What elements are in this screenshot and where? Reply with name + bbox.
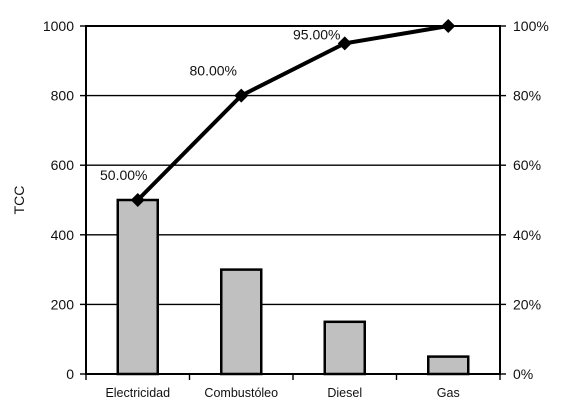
- y2-tick-label: 60%: [513, 157, 541, 173]
- data-label: 95.00%: [293, 26, 340, 42]
- data-label: 80.00%: [190, 63, 237, 79]
- bar: [116, 198, 159, 376]
- y2-tick-label: 20%: [513, 296, 541, 312]
- data-labels: 50.00% 80.00% 95.00%: [100, 26, 340, 183]
- bar: [323, 320, 366, 376]
- cumulative-line: [130, 19, 456, 207]
- x-tick-label: Gas: [437, 386, 460, 400]
- bar: [427, 355, 470, 376]
- y-axis-label: TCC: [11, 186, 27, 215]
- line-marker: [441, 19, 456, 33]
- cumulative-line-path: [136, 24, 449, 202]
- x-tick-label: Combustóleo: [204, 386, 278, 400]
- y-tick-label: 0: [66, 366, 74, 382]
- y-tick-label: 800: [51, 88, 75, 104]
- data-label: 50.00%: [100, 167, 147, 183]
- y2-tick-label: 40%: [513, 227, 541, 243]
- y2-tick-label: 0%: [513, 366, 533, 382]
- bars: [116, 198, 470, 376]
- y2-tick-label: 80%: [513, 88, 541, 104]
- y-axis-ticks: 0 200 400 600 800 1000: [43, 18, 86, 382]
- line-marker: [337, 36, 352, 51]
- y-tick-label: 200: [51, 296, 75, 312]
- x-tick-label: Electricidad: [105, 386, 170, 400]
- line-marker: [130, 193, 145, 207]
- y-tick-label: 600: [51, 157, 75, 173]
- x-tick-label: Diesel: [327, 386, 362, 400]
- y2-tick-label: 100%: [513, 18, 549, 34]
- bar: [220, 268, 263, 376]
- y-tick-label: 1000: [43, 18, 74, 34]
- x-axis-ticks: Electricidad Combustóleo Diesel Gas: [85, 374, 501, 400]
- y2-axis-ticks: 0% 20% 40% 60% 80% 100%: [500, 18, 549, 382]
- y-tick-label: 400: [51, 227, 75, 243]
- line-marker: [234, 88, 249, 103]
